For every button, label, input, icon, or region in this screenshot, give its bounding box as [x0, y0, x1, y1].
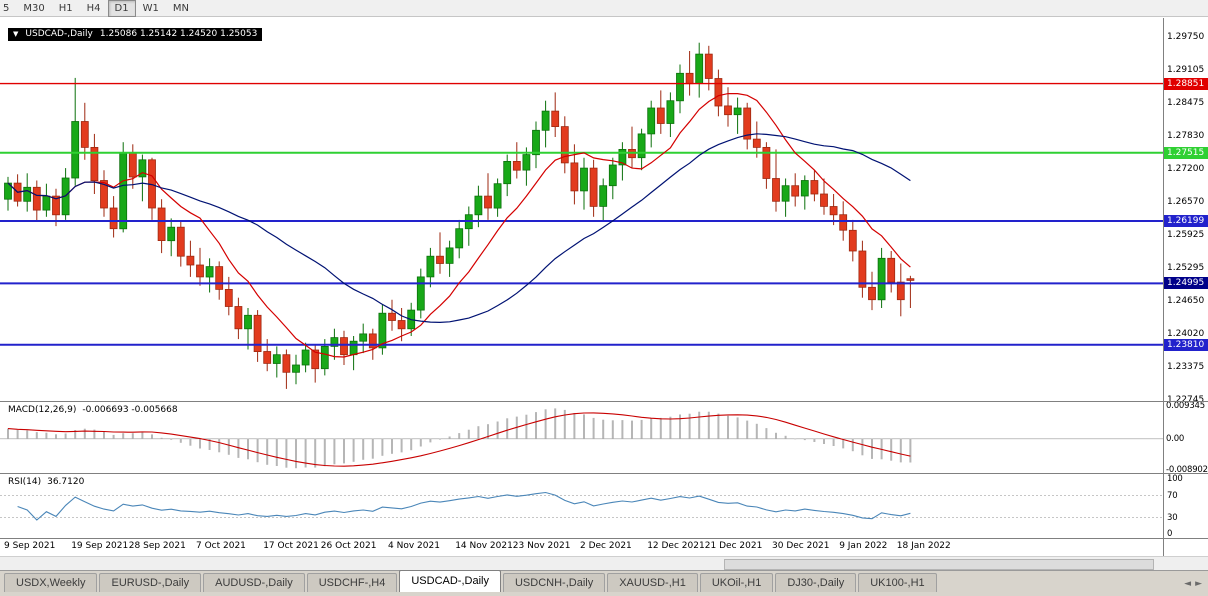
chart-area[interactable]: ▼ USDCAD-,Daily 1.25086 1.25142 1.24520 …	[0, 18, 1163, 556]
date-axis-label: 30 Dec 2021	[772, 541, 830, 551]
timeframe-button-mn[interactable]: MN	[172, 2, 189, 14]
price-level-tag: 1.24995	[1164, 277, 1208, 290]
date-axis-label: 2 Dec 2021	[580, 541, 632, 551]
status-strip	[0, 592, 1208, 596]
price-tick: 1.24020	[1167, 328, 1205, 339]
tab-usdcad-daily[interactable]: USDCAD-,Daily	[399, 570, 501, 592]
timeframe-button-m30[interactable]: M30	[23, 2, 45, 14]
panel-separator[interactable]	[0, 401, 1208, 402]
price-tick: 1.29750	[1167, 32, 1205, 42]
date-axis-label: 12 Dec 2021	[647, 541, 705, 551]
date-axis-label: 14 Nov 2021	[455, 541, 513, 551]
timeframe-toolbar: 5 M30 H1 H4 D1 W1 MN	[0, 0, 1208, 17]
macd-layer	[0, 408, 1163, 469]
date-axis-label: 17 Oct 2021	[263, 541, 319, 551]
timeframe-button-w1[interactable]: W1	[142, 2, 159, 14]
price-tick: 1.27830	[1167, 131, 1205, 142]
price-tick: 1.22745	[1167, 395, 1205, 405]
tab-ukoil-h1[interactable]: UKOil-,H1	[699, 573, 774, 592]
panel-separator[interactable]	[0, 473, 1208, 474]
rsi-axis-tick: 70	[1167, 490, 1178, 501]
tab-usdx-weekly[interactable]: USDX,Weekly	[4, 573, 98, 592]
macd-indicator-label: MACD(12,26,9) -0.006693 -0.005668	[8, 405, 178, 415]
tab-usdcnh-daily[interactable]: USDCNH-,Daily	[502, 573, 606, 592]
tab-xauusd-h1[interactable]: XAUUSD-,H1	[607, 573, 698, 592]
price-tick: 1.25925	[1167, 230, 1205, 241]
date-axis-label: 7 Oct 2021	[196, 541, 246, 551]
tab-usdchf-h4[interactable]: USDCHF-,H4	[306, 573, 398, 592]
price-tick: 1.26570	[1167, 196, 1205, 207]
tab-eurusd-daily[interactable]: EURUSD-,Daily	[99, 573, 202, 592]
date-axis-label: 21 Dec 2021	[704, 541, 763, 551]
rsi-axis-tick: 100	[1167, 474, 1183, 484]
price-level-tag: 1.28851	[1164, 77, 1208, 90]
candles-layer	[4, 42, 915, 389]
chart-symbol-title: USDCAD-,Daily	[25, 29, 93, 39]
timeframe-button-5[interactable]: 5	[3, 2, 10, 14]
date-axis-label: 26 Oct 2021	[320, 541, 377, 551]
rsi-indicator-label: RSI(14) 36.7120	[8, 477, 84, 487]
rsi-name: RSI(14)	[8, 477, 42, 487]
date-axis-label: 19 Sep 2021	[71, 541, 129, 551]
date-axis-label: 18 Jan 2022	[896, 541, 951, 551]
chart-ohlc-values: 1.25086 1.25142 1.24520 1.25053	[99, 29, 258, 39]
rsi-axis-tick: 30	[1167, 512, 1178, 523]
tab-scroll-arrows: ◄ ►	[1184, 579, 1208, 592]
timeframe-button-h1[interactable]: H1	[58, 2, 73, 14]
h-scrollbar-thumb[interactable]	[724, 559, 1154, 570]
price-axis: 1.29750 1.29105 1.28475 1.27830 1.27200 1.265…	[1163, 18, 1208, 556]
macd-name: MACD(12,26,9)	[8, 405, 77, 415]
date-axis-label: 9 Jan 2022	[839, 541, 888, 551]
date-axis-label: 28 Sep 2021	[128, 541, 186, 551]
macd-axis-tick: -0.008902	[1166, 465, 1208, 475]
chart-title-chip: ▼ USDCAD-,Daily 1.25086 1.25142 1.24520 …	[8, 28, 263, 41]
panel-separator	[0, 538, 1208, 539]
price-level-tag: 1.26199	[1164, 215, 1208, 227]
tab-uk100-h1[interactable]: UK100-,H1	[858, 573, 937, 592]
h-scrollbar-track[interactable]	[0, 556, 1208, 570]
price-tick: 1.27200	[1167, 164, 1205, 175]
moving-averages-layer	[7, 92, 911, 358]
chart-tabbar: USDX,Weekly EURUSD-,Daily AUDUSD-,Daily USD…	[0, 570, 1208, 592]
price-level-tag: 1.27515	[1164, 146, 1208, 159]
price-tick: 1.29105	[1167, 65, 1205, 76]
rsi-axis-tick: 0	[1167, 529, 1173, 539]
rsi-layer	[0, 491, 1163, 521]
chart-tabs: USDX,Weekly EURUSD-,Daily AUDUSD-,Daily USD…	[0, 570, 937, 592]
tab-scroll-left-icon[interactable]: ◄	[1184, 579, 1192, 589]
timeframe-button-d1[interactable]: D1	[107, 0, 136, 17]
macd-axis-tick: 0.009345	[1166, 401, 1205, 411]
date-axis-label: 23 Nov 2021	[512, 541, 571, 551]
tab-dj30-daily[interactable]: DJ30-,Daily	[775, 573, 857, 592]
macd-values: -0.006693 -0.005668	[82, 405, 178, 415]
symbol-dropdown-icon[interactable]: ▼	[13, 30, 19, 38]
tab-audusd-daily[interactable]: AUDUSD-,Daily	[203, 573, 305, 592]
price-tick: 1.25295	[1167, 262, 1205, 273]
price-tick: 1.28475	[1167, 98, 1205, 109]
price-level-tag: 1.23810	[1164, 338, 1208, 351]
price-tick: 1.23375	[1167, 362, 1205, 373]
date-axis-label: 9 Sep 2021	[4, 541, 56, 551]
chart-canvas[interactable]	[0, 18, 1163, 556]
price-tick: 1.24650	[1167, 296, 1205, 307]
rsi-value: 36.7120	[47, 477, 85, 487]
date-axis-label: 4 Nov 2021	[388, 541, 440, 551]
macd-axis-tick: 0.00	[1166, 433, 1185, 444]
timeframe-button-h4[interactable]: H4	[86, 2, 101, 14]
tab-scroll-right-icon[interactable]: ►	[1195, 579, 1202, 589]
horizontal-levels-layer[interactable]	[0, 82, 1163, 346]
